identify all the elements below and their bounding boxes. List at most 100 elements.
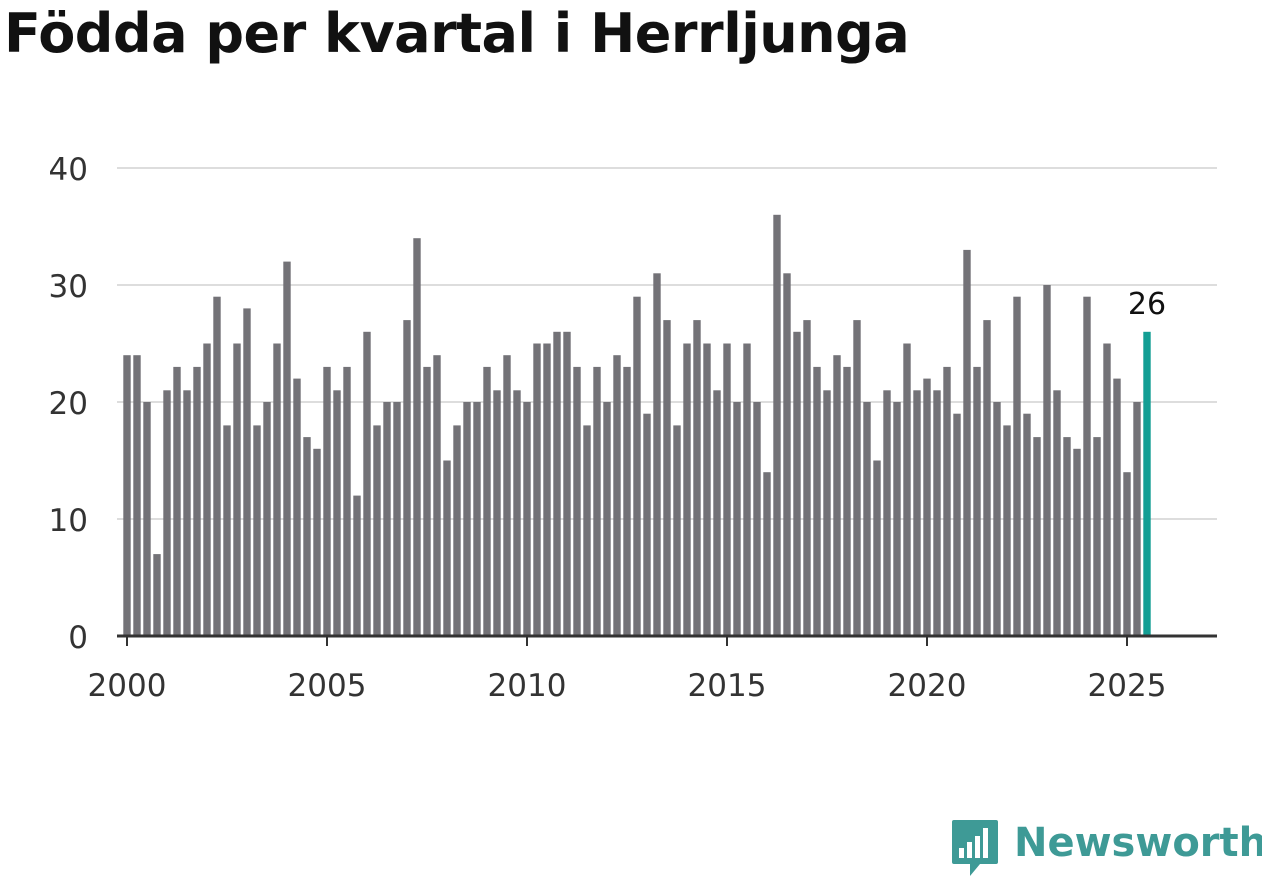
bar [213, 296, 221, 636]
bar [483, 366, 491, 636]
bar [313, 448, 321, 636]
bar [553, 331, 561, 636]
bar [913, 390, 921, 636]
bar [843, 366, 851, 636]
bar [933, 390, 941, 636]
bar [1063, 437, 1071, 636]
x-axis: 2000 2005 2010 2015 2020 2025 [88, 634, 1217, 704]
bar [283, 261, 291, 636]
bar [1093, 437, 1101, 636]
annotations: 26 [1128, 287, 1166, 322]
bar [403, 320, 411, 636]
bar [373, 425, 381, 636]
y-tick-label: 10 [49, 503, 88, 539]
bar [783, 273, 791, 636]
bar [1113, 378, 1121, 636]
bar [613, 355, 621, 636]
bar [143, 402, 151, 636]
bar [193, 366, 201, 636]
bar [773, 214, 781, 637]
bar [813, 366, 821, 636]
bar [353, 495, 361, 636]
bar [413, 238, 421, 636]
bar [183, 390, 191, 636]
bar [663, 320, 671, 636]
bar [133, 355, 141, 636]
bar [833, 355, 841, 636]
bar [603, 402, 611, 636]
bar [153, 554, 161, 636]
data-label: 26 [1128, 287, 1166, 322]
bar [343, 366, 351, 636]
x-tick-label: 2015 [688, 668, 767, 704]
bar [1043, 285, 1051, 636]
y-tick-label: 0 [68, 620, 88, 656]
bar [1003, 425, 1011, 636]
bar [853, 320, 861, 636]
bar [393, 402, 401, 636]
bar [713, 390, 721, 636]
y-axis: 0 10 20 30 40 [49, 152, 88, 656]
bar [803, 320, 811, 636]
bar [1133, 402, 1141, 636]
bar [503, 355, 511, 636]
bar [633, 296, 641, 636]
bar [493, 390, 501, 636]
newsworthy-logo-icon [952, 820, 998, 876]
bar [583, 425, 591, 636]
bar [233, 343, 241, 636]
bar [593, 366, 601, 636]
bar [1083, 296, 1091, 636]
bar [873, 460, 881, 636]
bar [1103, 343, 1111, 636]
bar [683, 343, 691, 636]
bar [323, 366, 331, 636]
x-tick-label: 2000 [88, 668, 167, 704]
bar [733, 402, 741, 636]
y-tick-label: 30 [49, 269, 88, 305]
bar [333, 390, 341, 636]
bar [963, 249, 971, 636]
bar [363, 331, 371, 636]
bar [473, 402, 481, 636]
bar [1023, 413, 1031, 636]
bar [943, 366, 951, 636]
x-tick-label: 2005 [288, 668, 367, 704]
bar [523, 402, 531, 636]
bar [1073, 448, 1081, 636]
bar [753, 402, 761, 636]
bars [123, 214, 1151, 637]
bar [203, 343, 211, 636]
bar [173, 366, 181, 636]
bar [693, 320, 701, 636]
bar [423, 366, 431, 636]
bar [273, 343, 281, 636]
bar [513, 390, 521, 636]
bar [263, 402, 271, 636]
bar [653, 273, 661, 636]
bar [163, 390, 171, 636]
bar [223, 425, 231, 636]
y-tick-label: 20 [49, 386, 88, 422]
bar [303, 437, 311, 636]
bar [763, 472, 771, 636]
bar [983, 320, 991, 636]
bar [1013, 296, 1021, 636]
bar [383, 402, 391, 636]
bar [893, 402, 901, 636]
bar [1123, 472, 1131, 636]
x-tick-label: 2020 [888, 668, 967, 704]
bar [243, 308, 251, 636]
newsworthy-logo: Newsworthy [950, 818, 1262, 880]
bar [123, 355, 131, 636]
bar [293, 378, 301, 636]
bar [953, 413, 961, 636]
bar [723, 343, 731, 636]
brand-name: Newsworthy [1014, 820, 1262, 866]
bar [443, 460, 451, 636]
x-tick-label: 2010 [488, 668, 567, 704]
bar [1033, 437, 1041, 636]
bar [703, 343, 711, 636]
bar [743, 343, 751, 636]
